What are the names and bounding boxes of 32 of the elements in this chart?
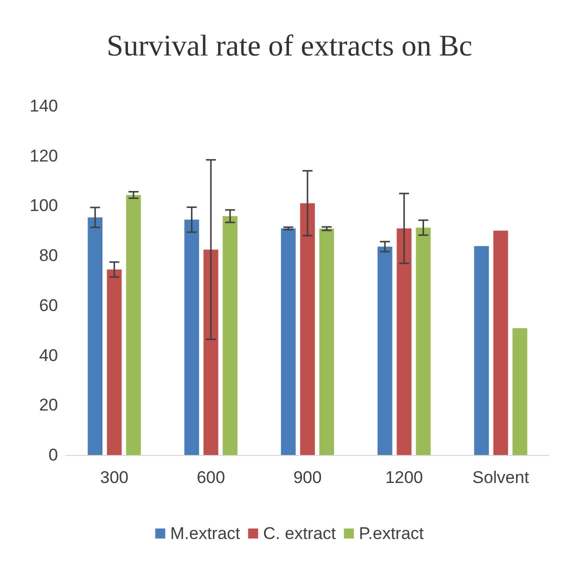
legend-label: P.extract <box>358 524 424 543</box>
bar <box>126 194 141 455</box>
y-tick-label: 120 <box>30 146 58 166</box>
x-tick-label: Solvent <box>472 468 530 487</box>
x-tick-label: 900 <box>293 468 322 487</box>
y-tick-label: 100 <box>30 196 58 216</box>
y-tick-label: 80 <box>39 246 58 266</box>
bar <box>106 270 122 455</box>
bar <box>319 228 334 455</box>
legend-label: M.extract <box>170 524 240 543</box>
x-tick-label: 1200 <box>385 468 424 487</box>
bar <box>300 203 315 455</box>
bar <box>378 246 392 455</box>
bar <box>396 228 412 455</box>
legend-label: C. extract <box>263 524 336 543</box>
y-tick-label: 140 <box>30 96 58 116</box>
x-tick-label: 300 <box>100 468 128 487</box>
bar <box>222 216 238 455</box>
bar <box>512 328 528 455</box>
bar <box>416 228 431 455</box>
bar <box>204 250 218 455</box>
bar <box>88 217 102 455</box>
bar <box>474 246 489 455</box>
y-tick-label: 60 <box>39 296 58 315</box>
y-tick-label: 20 <box>39 396 58 415</box>
chart-title: Survival rate of extracts on Bc <box>106 30 472 62</box>
x-tick-label: 600 <box>196 468 226 487</box>
bar <box>280 228 296 455</box>
bar <box>493 230 508 455</box>
bar <box>184 220 200 455</box>
y-tick-label: 0 <box>48 446 58 464</box>
y-tick-label: 40 <box>39 346 58 365</box>
